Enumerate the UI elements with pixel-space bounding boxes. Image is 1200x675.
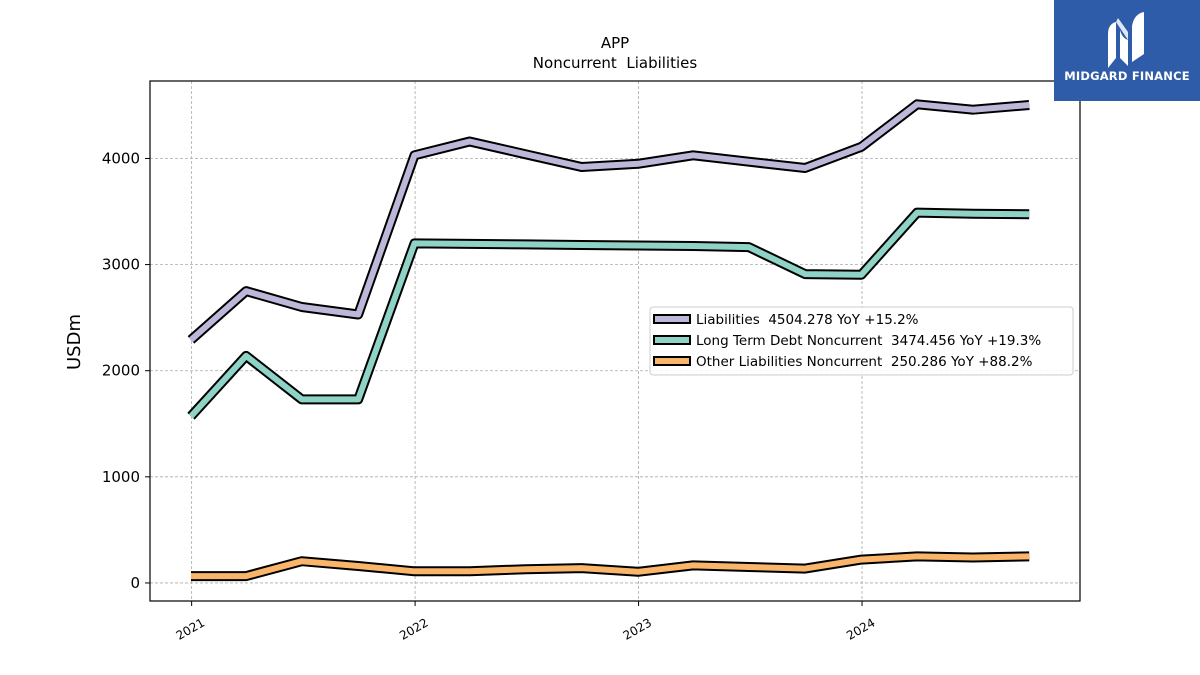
y-axis: 0 1000 2000 3000 4000 bbox=[102, 149, 150, 592]
series-line-liabilities bbox=[189, 101, 1030, 343]
series-lines bbox=[187, 99, 1030, 582]
data-point-liabilities bbox=[860, 146, 862, 148]
x-tick-label: 2021 bbox=[174, 615, 207, 642]
data-point-other-liabilities-noncurrent bbox=[637, 571, 639, 573]
data-point-liabilities bbox=[692, 154, 694, 156]
data-point-liabilities bbox=[804, 167, 806, 169]
data-point-long-term-debt-noncurrent bbox=[414, 242, 415, 244]
data-point-liabilities bbox=[190, 339, 192, 341]
x-tick-label: 2023 bbox=[621, 615, 654, 642]
data-point-liabilities bbox=[581, 166, 583, 168]
legend: Liabilities 4504.278 YoY +15.2% Long Term… bbox=[649, 306, 1074, 376]
legend-swatch bbox=[653, 335, 691, 345]
legend-entry: Other Liabilities Noncurrent 250.286 YoY… bbox=[696, 354, 1033, 370]
data-point-other-liabilities-noncurrent bbox=[301, 560, 303, 562]
data-point-long-term-debt-noncurrent bbox=[692, 245, 694, 247]
y-tick-label: 1000 bbox=[102, 468, 140, 486]
y-tick-label: 3000 bbox=[102, 256, 140, 274]
series-line-other-liabilities-noncurrent bbox=[191, 553, 1030, 580]
data-point-liabilities bbox=[916, 103, 918, 105]
data-point-other-liabilities-noncurrent bbox=[748, 566, 750, 568]
data-point-long-term-debt-noncurrent bbox=[804, 273, 806, 275]
data-point-long-term-debt-noncurrent bbox=[581, 244, 583, 246]
data-point-liabilities bbox=[748, 161, 750, 163]
legend-swatch bbox=[653, 314, 691, 324]
data-point-other-liabilities-noncurrent bbox=[972, 557, 974, 558]
data-point-other-liabilities-noncurrent bbox=[524, 568, 526, 570]
legend-entry: Long Term Debt Noncurrent 3474.456 YoY +… bbox=[696, 333, 1041, 349]
chart-title: APP bbox=[601, 34, 629, 52]
data-point-long-term-debt-noncurrent bbox=[972, 213, 974, 215]
midgard-logo-icon bbox=[1108, 12, 1144, 68]
data-point-other-liabilities-noncurrent bbox=[860, 559, 862, 561]
chart-subtitle: Noncurrent Liabilities bbox=[533, 54, 698, 72]
data-point-liabilities bbox=[1028, 104, 1030, 106]
data-point-other-liabilities-noncurrent bbox=[916, 555, 918, 557]
series-line-long-term-debt-noncurrent bbox=[188, 209, 1030, 419]
data-point-other-liabilities-noncurrent bbox=[414, 570, 415, 572]
data-point-liabilities bbox=[637, 163, 639, 165]
data-point-other-liabilities-noncurrent bbox=[804, 568, 806, 570]
data-point-other-liabilities-noncurrent bbox=[581, 567, 583, 569]
y-axis-label: USDm bbox=[64, 314, 85, 370]
data-point-liabilities bbox=[245, 290, 247, 292]
data-point-liabilities bbox=[414, 154, 415, 156]
data-point-long-term-debt-noncurrent bbox=[748, 246, 750, 248]
data-point-other-liabilities-noncurrent bbox=[245, 575, 247, 577]
data-point-long-term-debt-noncurrent bbox=[1028, 213, 1030, 215]
y-tick-label: 4000 bbox=[102, 149, 140, 167]
data-point-long-term-debt-noncurrent bbox=[245, 355, 247, 357]
y-tick-label: 0 bbox=[130, 574, 140, 592]
data-point-other-liabilities-noncurrent bbox=[1028, 555, 1030, 557]
y-tick-label: 2000 bbox=[102, 362, 140, 380]
data-point-liabilities bbox=[357, 314, 359, 315]
x-tick-label: 2024 bbox=[844, 615, 877, 642]
legend-box bbox=[649, 306, 1074, 376]
data-point-other-liabilities-noncurrent bbox=[190, 575, 192, 577]
data-point-liabilities bbox=[301, 306, 303, 308]
brand-logo: MIDGARD FINANCE bbox=[1054, 0, 1200, 101]
grid bbox=[150, 81, 1080, 601]
data-point-other-liabilities-noncurrent bbox=[692, 564, 694, 566]
data-point-liabilities bbox=[524, 153, 526, 155]
data-point-long-term-debt-noncurrent bbox=[916, 212, 918, 214]
data-point-long-term-debt-noncurrent bbox=[301, 398, 303, 400]
data-point-long-term-debt-noncurrent bbox=[637, 245, 639, 246]
data-point-liabilities bbox=[972, 109, 974, 111]
plot-frame bbox=[149, 80, 1081, 602]
x-axis: 2021 2022 2023 2024 bbox=[174, 601, 878, 643]
data-point-other-liabilities-noncurrent bbox=[357, 565, 359, 567]
legend-entry: Liabilities 4504.278 YoY +15.2% bbox=[696, 312, 919, 328]
data-point-other-liabilities-noncurrent bbox=[469, 570, 471, 572]
x-tick-label: 2022 bbox=[397, 615, 430, 642]
data-point-liabilities bbox=[469, 141, 471, 142]
data-point-long-term-debt-noncurrent bbox=[357, 398, 359, 400]
data-point-long-term-debt-noncurrent bbox=[524, 243, 526, 245]
data-point-long-term-debt-noncurrent bbox=[190, 415, 192, 417]
brand-logo-text: MIDGARD FINANCE bbox=[1064, 69, 1190, 83]
legend-swatch bbox=[653, 356, 691, 366]
data-point-long-term-debt-noncurrent bbox=[860, 274, 862, 276]
data-point-long-term-debt-noncurrent bbox=[469, 243, 471, 245]
